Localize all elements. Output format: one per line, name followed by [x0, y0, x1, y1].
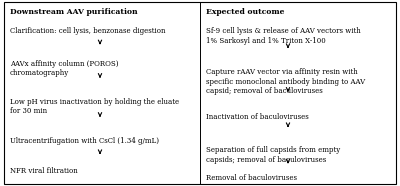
Text: Removal of baculoviruses: Removal of baculoviruses	[206, 174, 297, 182]
FancyBboxPatch shape	[4, 2, 396, 184]
Text: Ultracentrifugation with CsCl (1.34 g/mL): Ultracentrifugation with CsCl (1.34 g/mL…	[10, 137, 159, 145]
Text: Inactivation of baculoviruses: Inactivation of baculoviruses	[206, 113, 309, 121]
Text: AAVx affinity column (POROS)
chromatography: AAVx affinity column (POROS) chromatogra…	[10, 60, 118, 77]
Text: Expected outcome: Expected outcome	[206, 8, 284, 16]
Text: Low pH virus inactivation by holding the eluate
for 30 min: Low pH virus inactivation by holding the…	[10, 98, 179, 116]
Text: Clarification: cell lysis, benzonase digestion: Clarification: cell lysis, benzonase dig…	[10, 27, 166, 35]
Text: Sf-9 cell lysis & release of AAV vectors with
1% Sarkosyl and 1% Triton X-100: Sf-9 cell lysis & release of AAV vectors…	[206, 27, 361, 45]
Text: NFR viral filtration: NFR viral filtration	[10, 167, 78, 175]
Text: Separation of full capsids from empty
capsids; removal of baculoviruses: Separation of full capsids from empty ca…	[206, 146, 340, 164]
Text: Capture rAAV vector via affinity resin with
specific monoclonal antibody binding: Capture rAAV vector via affinity resin w…	[206, 68, 365, 95]
Text: Downstream AAV purification: Downstream AAV purification	[10, 8, 138, 16]
